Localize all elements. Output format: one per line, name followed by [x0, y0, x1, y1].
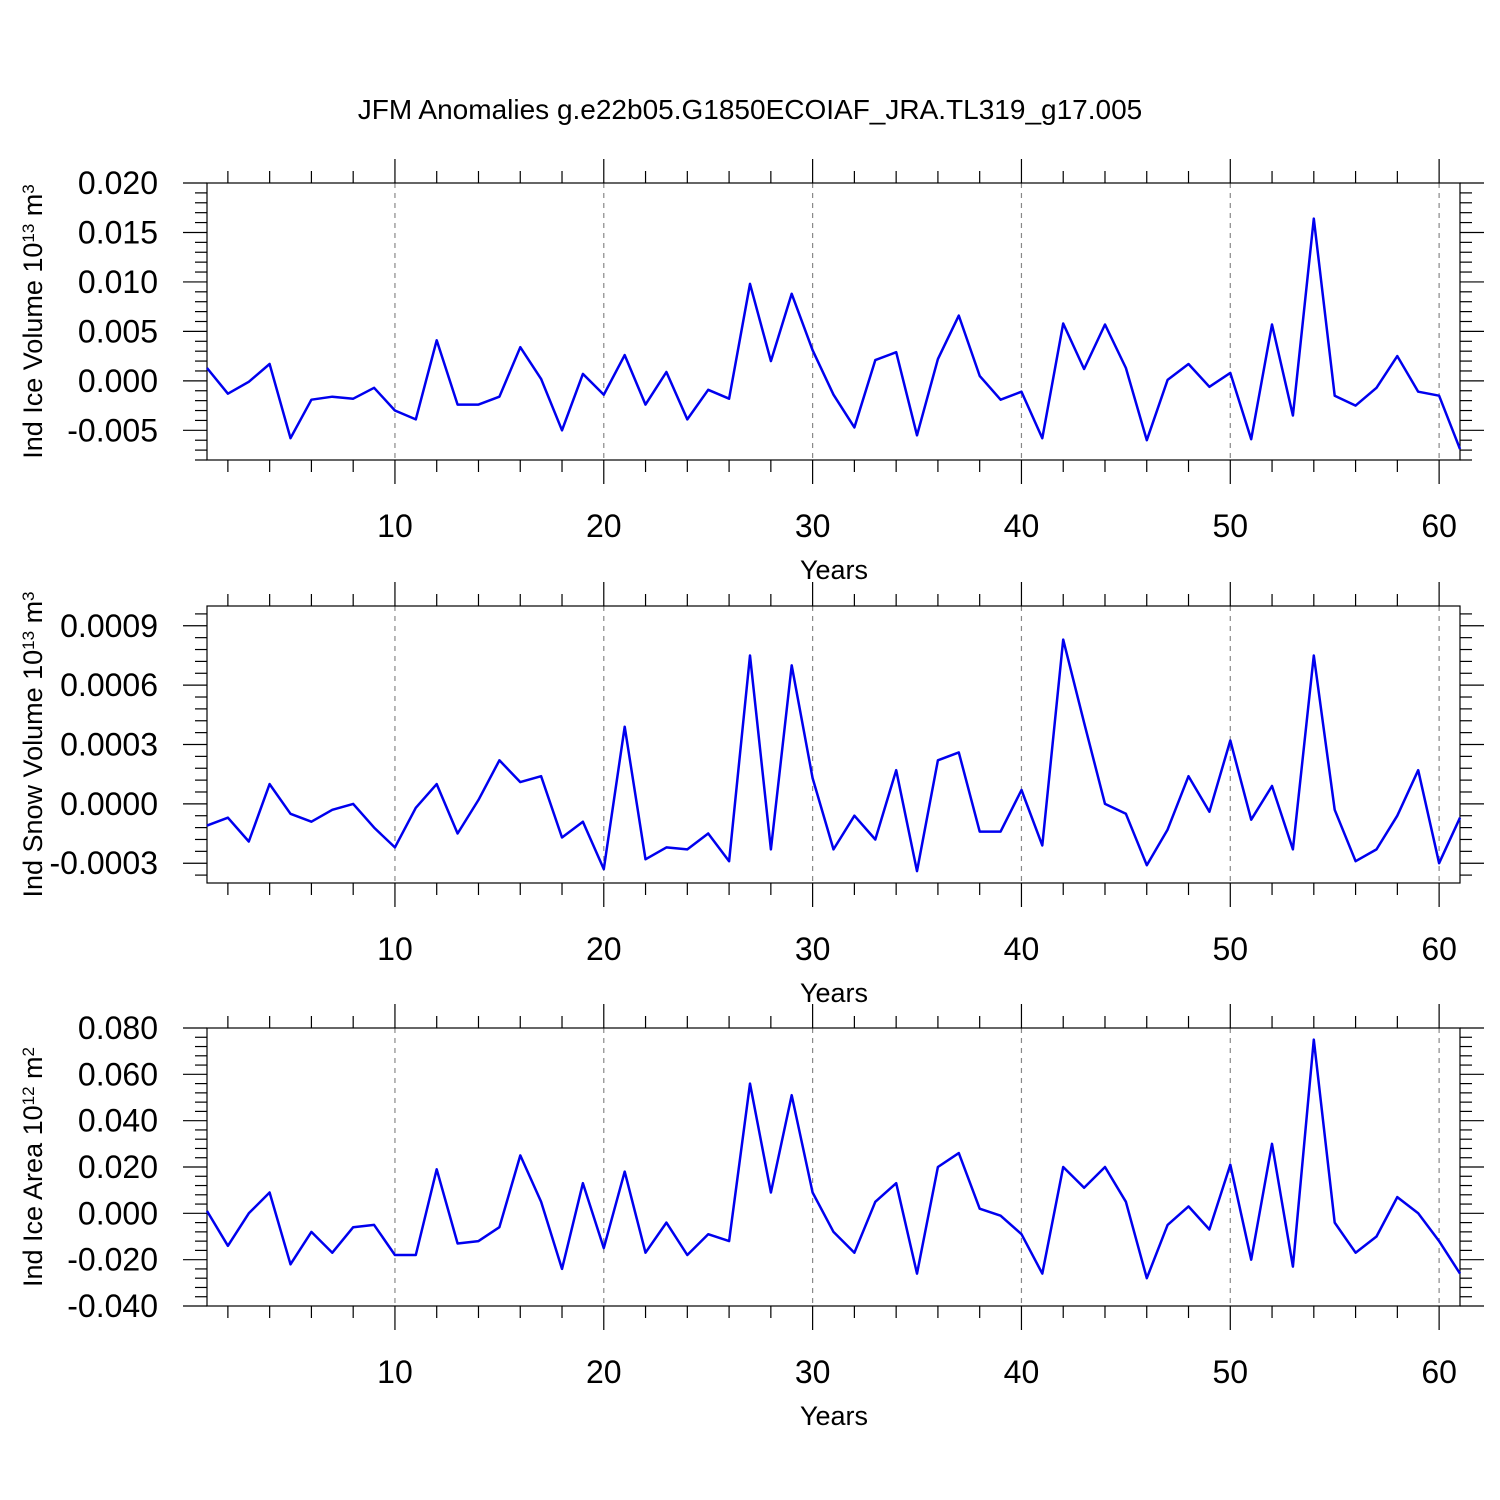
x-tick-label: 50 — [1212, 931, 1248, 967]
x-tick-label: 50 — [1212, 508, 1248, 544]
panel-3: 10 20 30 40 50 60 -0.040 -0.020 0.000 0.020 0.040 0… — [18, 1004, 1484, 1431]
y-axis-label-unit-exponent: 3 — [19, 591, 38, 600]
y-tick-label: 0.0009 — [60, 608, 158, 644]
x-tick-label: 60 — [1421, 508, 1457, 544]
y-tick-label: 0.060 — [78, 1056, 158, 1092]
y-tick-label: 0.080 — [78, 1010, 158, 1046]
series-line — [206, 217, 1462, 450]
x-tick-label: 10 — [377, 931, 413, 967]
y-axis-label: Ind Ice Area 1012 m2 — [18, 1047, 48, 1287]
y-axis-label-unit: m — [18, 601, 48, 631]
y-tick-label: 0.0006 — [60, 667, 158, 703]
y-tick-label: -0.020 — [67, 1242, 158, 1278]
x-tick-label: 40 — [1004, 508, 1040, 544]
y-tick-label: 0.005 — [78, 313, 158, 349]
x-tick-label: 30 — [795, 931, 831, 967]
y-tick-label: 0.000 — [78, 1195, 158, 1231]
x-tick-label: 20 — [586, 1354, 622, 1390]
plot-frame — [206, 1027, 1461, 1307]
y-axis-label-exponent: 13 — [19, 224, 38, 243]
x-axis-label: Years — [800, 978, 868, 1008]
y-axis-label-text: Ind Snow Volume 10 — [18, 650, 48, 898]
y-tick-label: 0.020 — [78, 165, 158, 201]
y-axis-label-text: Ind Ice Volume 10 — [18, 243, 48, 459]
y-axis-label-text: Ind Ice Area 10 — [18, 1105, 48, 1287]
y-tick-label: -0.005 — [67, 412, 158, 448]
x-tick-label: 60 — [1421, 931, 1457, 967]
y-tick-label: -0.0003 — [49, 845, 158, 881]
x-tick-label: 60 — [1421, 1354, 1457, 1390]
y-tick-label: 0.020 — [78, 1149, 158, 1185]
y-axis-label: Ind Snow Volume 1013 m3 — [18, 591, 48, 897]
figure-title: JFM Anomalies g.e22b05.G1850ECOIAF_JRA.T… — [358, 94, 1142, 125]
panel-1: 10 20 30 40 50 60 -0.005 0.000 0.005 0.010 0.015 0.… — [18, 159, 1484, 585]
x-tick-label: 10 — [377, 508, 413, 544]
panel-2: 10 20 30 40 50 60 -0.0003 0.0000 0.0003 0.0006 0.0… — [18, 582, 1484, 1008]
plot-frame — [206, 182, 1461, 461]
y-axis-label-unit-exponent: 3 — [19, 184, 38, 193]
y-axis-label-exponent: 12 — [19, 1086, 38, 1105]
y-axis-label-unit-exponent: 2 — [19, 1047, 38, 1056]
x-tick-label: 40 — [1004, 931, 1040, 967]
y-tick-label: 0.040 — [78, 1103, 158, 1139]
y-tick-label: -0.040 — [67, 1288, 158, 1324]
y-tick-label: 0.0003 — [60, 727, 158, 763]
x-axis-label: Years — [800, 1401, 868, 1431]
x-axis-label: Years — [800, 555, 868, 585]
x-tick-label: 10 — [377, 1354, 413, 1390]
x-tick-label: 40 — [1004, 1354, 1040, 1390]
series-line — [205, 1038, 1462, 1280]
y-axis-label-unit: m — [18, 1056, 48, 1086]
y-axis-label-exponent: 13 — [19, 631, 38, 650]
y-axis-label-unit: m — [18, 194, 48, 224]
y-tick-label: 0.0000 — [60, 786, 158, 822]
y-axis-label: Ind Ice Volume 1013 m3 — [18, 184, 48, 459]
x-tick-label: 20 — [586, 508, 622, 544]
y-tick-label: 0.010 — [78, 264, 158, 300]
x-tick-label: 30 — [795, 508, 831, 544]
x-tick-label: 50 — [1212, 1354, 1248, 1390]
plot-frame — [206, 605, 1461, 884]
x-tick-label: 20 — [586, 931, 622, 967]
series-line — [206, 638, 1462, 873]
y-tick-label: 0.000 — [78, 363, 158, 399]
y-tick-label: 0.015 — [78, 214, 158, 250]
x-tick-label: 30 — [795, 1354, 831, 1390]
